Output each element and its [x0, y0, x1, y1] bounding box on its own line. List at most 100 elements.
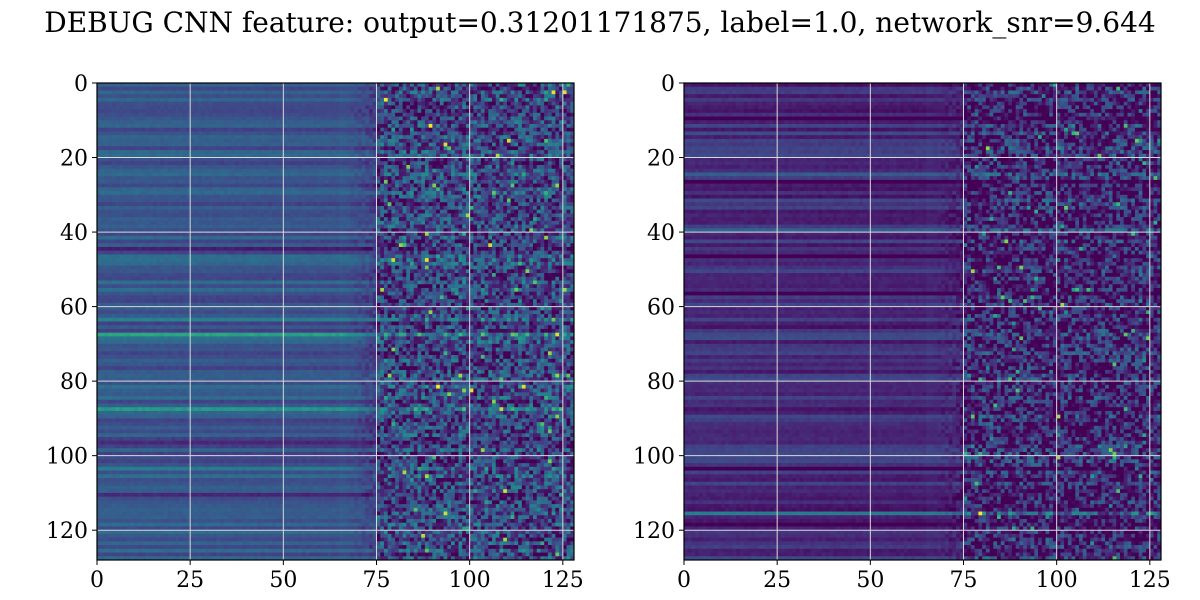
heatmap-cell — [126, 202, 131, 207]
heatmap-cell — [536, 83, 541, 88]
heatmap-cell — [219, 90, 225, 95]
heatmap-cell — [186, 94, 191, 99]
heatmap-cell — [447, 135, 452, 140]
heatmap-cell — [428, 157, 433, 162]
heatmap-cell — [246, 176, 251, 181]
heatmap-cell — [167, 120, 172, 125]
heatmap-cell — [551, 146, 556, 151]
heatmap-cell — [134, 97, 139, 103]
heatmap-cell — [152, 105, 158, 110]
heatmap-cell — [342, 109, 348, 114]
heatmap-cell — [387, 213, 392, 218]
heatmap-cell — [328, 157, 333, 162]
heatmap-cell — [555, 191, 560, 196]
heatmap-cell — [294, 138, 299, 144]
heatmap-cell — [544, 157, 549, 162]
heatmap-cell — [246, 131, 251, 136]
heatmap-cell — [305, 90, 310, 95]
heatmap-cell — [451, 83, 456, 88]
heatmap-cell — [134, 127, 139, 132]
heatmap-cell — [100, 172, 105, 177]
heatmap-cell — [182, 105, 187, 110]
heatmap-cell — [495, 191, 500, 196]
heatmap-cell — [294, 131, 299, 136]
heatmap-cell — [320, 187, 325, 192]
heatmap-cell — [324, 131, 329, 136]
heatmap-cell — [108, 86, 113, 91]
heatmap-cell — [208, 97, 213, 103]
heatmap-cell — [145, 168, 150, 173]
heatmap-cell — [547, 83, 553, 88]
heatmap-cell — [369, 179, 374, 185]
heatmap-cell — [283, 213, 288, 218]
heatmap-cell — [566, 217, 571, 222]
heatmap-cell — [473, 127, 478, 132]
heatmap-cell — [175, 213, 180, 218]
heatmap-cell — [331, 153, 336, 158]
heatmap-cell — [465, 157, 471, 162]
heatmap-cell — [249, 187, 254, 192]
heatmap-cell — [201, 191, 206, 196]
heatmap-cell — [342, 172, 348, 177]
heatmap-cell — [212, 153, 217, 158]
heatmap-cell — [439, 198, 444, 203]
heatmap-cell — [126, 220, 131, 226]
heatmap-cell — [108, 164, 113, 170]
heatmap-cell — [551, 94, 556, 99]
heatmap-cell — [309, 94, 314, 99]
heatmap-cell — [551, 179, 556, 185]
heatmap-cell — [376, 172, 381, 177]
heatmap-cell — [160, 94, 165, 99]
heatmap-cell — [164, 187, 169, 192]
heatmap-cell — [432, 142, 437, 147]
heatmap-cell — [238, 94, 243, 99]
heatmap-cell — [439, 194, 444, 199]
heatmap-cell — [182, 127, 187, 132]
heatmap-cell — [149, 127, 154, 132]
heatmap-cell — [346, 157, 351, 162]
heatmap-cell — [417, 142, 422, 147]
heatmap-cell — [178, 224, 184, 229]
heatmap-cell — [149, 191, 154, 196]
heatmap-cell — [503, 220, 508, 226]
heatmap-cell — [342, 198, 348, 203]
heatmap-cell — [227, 83, 232, 88]
heatmap-cell — [439, 220, 444, 226]
heatmap-cell — [104, 157, 109, 162]
heatmap-cell — [357, 213, 362, 218]
heatmap-cell — [313, 86, 318, 91]
heatmap-cell — [152, 97, 158, 103]
heatmap-cell — [290, 90, 295, 95]
heatmap-cell — [178, 142, 184, 147]
heatmap-cell — [205, 220, 210, 226]
heatmap-cell — [529, 135, 534, 140]
heatmap-cell — [503, 101, 508, 106]
heatmap-cell — [488, 187, 493, 192]
heatmap-cell — [480, 97, 485, 103]
heatmap-cell — [499, 183, 504, 188]
heatmap-cell — [126, 224, 131, 229]
heatmap-cell — [253, 116, 258, 121]
heatmap-cell — [398, 153, 403, 158]
heatmap-cell — [97, 150, 102, 155]
heatmap-cell — [406, 176, 411, 181]
heatmap-cell — [559, 153, 564, 158]
heatmap-cell — [264, 176, 269, 181]
heatmap-cell — [551, 157, 556, 162]
heatmap-cell — [383, 112, 389, 117]
heatmap-cell — [253, 157, 258, 162]
heatmap-cell — [424, 194, 430, 199]
heatmap-cell — [451, 198, 456, 203]
heatmap-cell — [365, 150, 370, 155]
heatmap-cell — [264, 146, 269, 151]
heatmap-cell — [406, 187, 411, 192]
heatmap-cell — [287, 164, 292, 170]
heatmap-cell — [205, 101, 210, 106]
heatmap-cell — [514, 109, 519, 114]
heatmap-cell — [372, 161, 377, 166]
heatmap-cell — [555, 150, 560, 155]
heatmap-cell — [257, 213, 262, 218]
heatmap-cell — [205, 112, 210, 117]
heatmap-cell — [436, 183, 441, 188]
heatmap-cell — [279, 176, 284, 181]
